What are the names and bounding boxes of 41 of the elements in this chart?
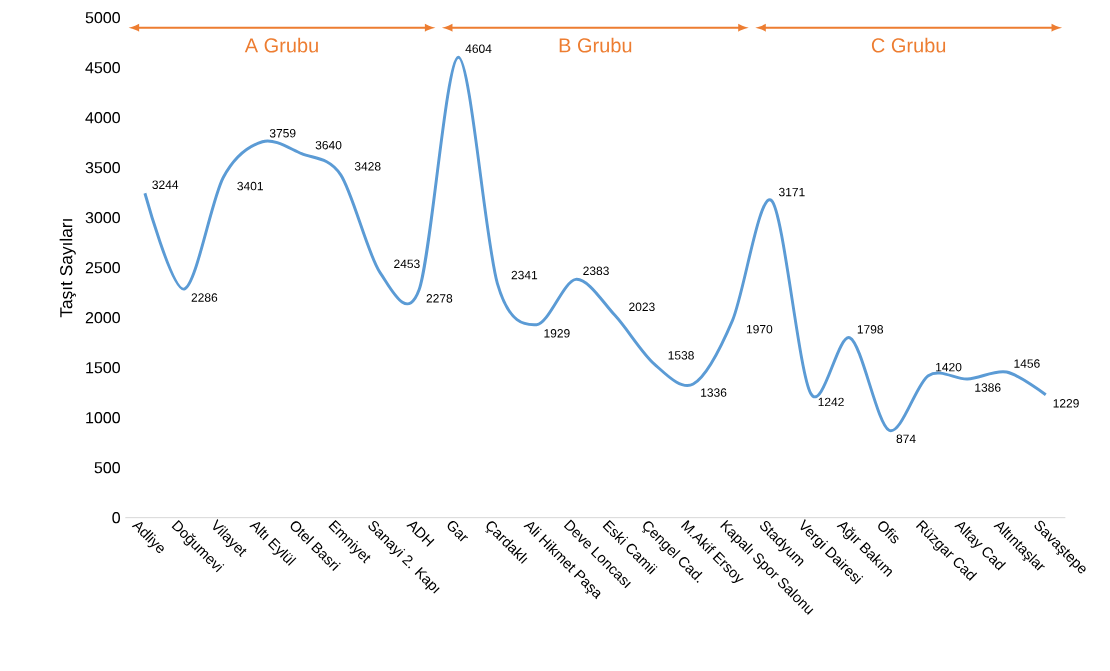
data-label: 3640 [315, 140, 342, 150]
data-label: 1456 [1014, 359, 1040, 368]
data-label: 3401 [237, 181, 263, 191]
y-axis-title: Taşıt Sayıları [59, 219, 76, 318]
data-label: 3244 [152, 180, 179, 189]
data-label: 1929 [544, 329, 570, 338]
data-label: 1970 [746, 324, 773, 334]
y-tick-label: 2500 [85, 262, 120, 274]
data-label: 2341 [511, 270, 538, 280]
y-tick-label: 4500 [85, 62, 120, 74]
y-tick-label: 1000 [86, 412, 120, 424]
data-label: 3759 [269, 128, 296, 138]
data-label: 1798 [857, 325, 884, 334]
data-label: 2286 [191, 293, 218, 302]
data-label: 2023 [629, 302, 655, 312]
y-tick-label: 500 [94, 462, 120, 474]
y-tick-label: 2000 [85, 312, 120, 324]
data-label: 1242 [818, 397, 844, 407]
x-tick-label: Gar [447, 521, 468, 542]
y-tick-label: 0 [112, 512, 120, 524]
data-label: 2383 [583, 266, 609, 276]
annotation: A Grubu [244, 37, 318, 53]
annotation: B Grubu [559, 37, 632, 53]
data-label: 1538 [668, 351, 694, 360]
annotation: C Grubu [871, 37, 946, 53]
data-label: 2453 [394, 259, 420, 269]
y-tick-label: 3000 [85, 212, 120, 224]
y-tick-label: 5000 [85, 12, 120, 24]
data-label: 1420 [936, 362, 962, 372]
y-tick-label: 4000 [85, 112, 120, 124]
data-label: 4604 [465, 44, 492, 53]
data-label: 874 [896, 434, 916, 444]
data-label: 1336 [701, 388, 727, 397]
line-series [143, 55, 1048, 432]
data-label: 1386 [975, 383, 1001, 392]
y-tick-label: 1500 [86, 362, 120, 374]
data-label: 3171 [778, 187, 805, 197]
data-label: 3428 [354, 162, 381, 171]
data-label: 2278 [426, 294, 453, 303]
y-tick-label: 3500 [85, 162, 120, 174]
data-label: 1229 [1053, 399, 1079, 408]
